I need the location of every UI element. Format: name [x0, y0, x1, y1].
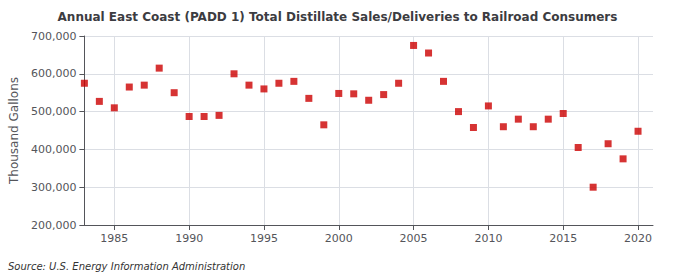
svg-text:1985: 1985: [100, 232, 128, 245]
svg-text:700,000: 700,000: [31, 30, 77, 43]
svg-text:500,000: 500,000: [31, 105, 77, 118]
svg-text:2010: 2010: [474, 232, 502, 245]
svg-text:400,000: 400,000: [31, 143, 77, 156]
svg-text:Thousand Gallons: Thousand Gallons: [7, 77, 21, 185]
svg-text:2005: 2005: [400, 232, 428, 245]
svg-text:300,000: 300,000: [31, 181, 77, 194]
svg-text:2020: 2020: [624, 232, 652, 245]
svg-text:Annual East Coast (PADD 1) Tot: Annual East Coast (PADD 1) Total Distill…: [58, 10, 618, 24]
svg-text:2000: 2000: [325, 232, 353, 245]
svg-text:1995: 1995: [250, 232, 278, 245]
svg-text:Source: U.S. Energy Informatio: Source: U.S. Energy Information Administ…: [8, 261, 245, 272]
svg-text:2015: 2015: [549, 232, 577, 245]
svg-text:1990: 1990: [175, 232, 203, 245]
svg-text:200,000: 200,000: [31, 219, 77, 232]
svg-text:600,000: 600,000: [31, 67, 77, 80]
